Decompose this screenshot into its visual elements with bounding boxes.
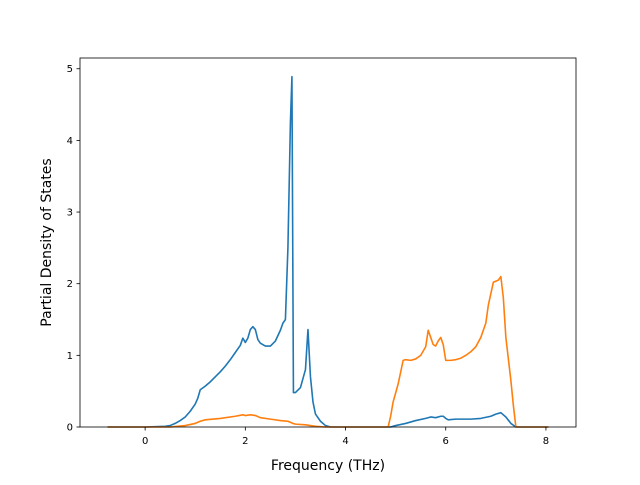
x-axis-label: Frequency (THz) <box>271 458 385 474</box>
y-axis-ticks: 0 1 2 3 4 5 <box>67 64 80 434</box>
y-tick-label: 1 <box>67 351 73 362</box>
x-axis-ticks: 0 2 4 6 8 <box>142 427 549 447</box>
plot-area <box>80 58 576 427</box>
series-layer <box>107 75 549 428</box>
x-tick-label: 2 <box>242 436 248 447</box>
series-line-1 <box>107 75 549 428</box>
y-tick-label: 3 <box>67 208 73 219</box>
y-tick-label: 4 <box>67 136 73 147</box>
x-tick-label: 0 <box>142 436 148 447</box>
x-tick-label: 4 <box>342 436 348 447</box>
axes-frame <box>79 57 577 428</box>
y-axis-label: Partial Density of States <box>39 158 55 326</box>
series-line-2 <box>107 275 549 428</box>
x-tick-label: 8 <box>543 436 549 447</box>
y-tick-label: 2 <box>67 279 73 290</box>
y-tick-label: 0 <box>67 423 73 434</box>
y-tick-label: 5 <box>67 64 73 75</box>
x-tick-label: 6 <box>443 436 449 447</box>
